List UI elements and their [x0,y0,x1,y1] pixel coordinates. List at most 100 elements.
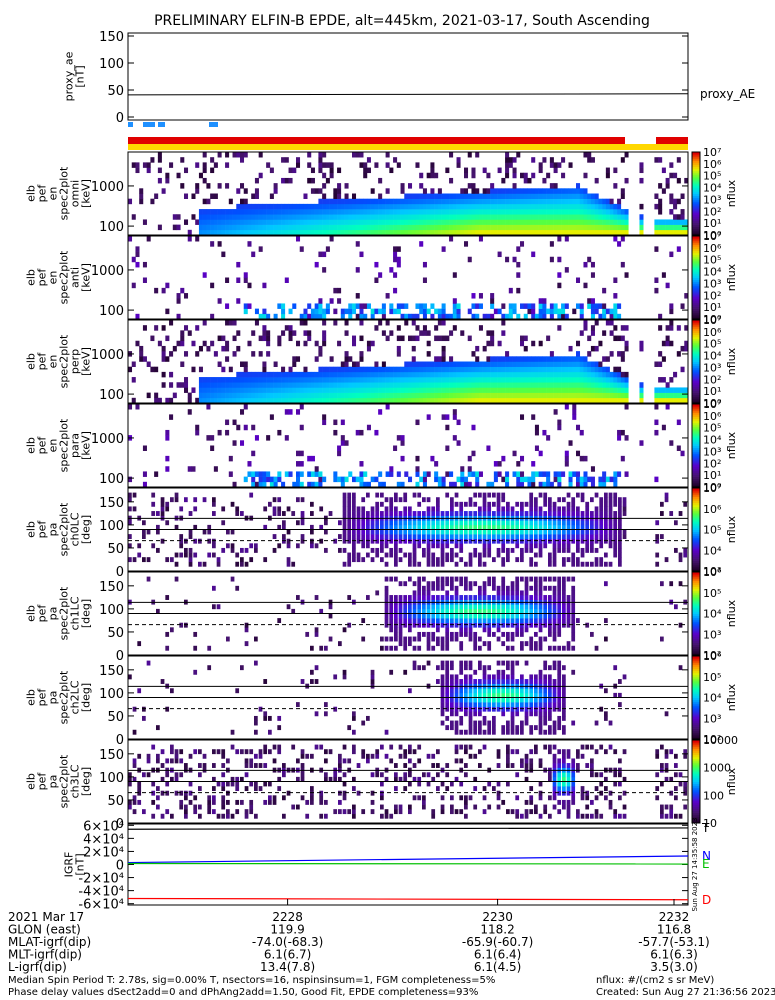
y-tick-label: 50 [107,84,124,99]
spectrogram-cell [228,392,233,399]
colorbar-tick-label: 10³ [703,565,721,578]
spectrogram-cell [422,538,426,544]
spectrogram-cell [314,313,319,320]
spectrogram-cell [497,371,502,378]
spectrogram-cell [478,219,483,225]
spectrogram-cell [658,313,663,320]
spectrogram-cell [473,529,478,535]
spectrogram-cell [538,303,543,309]
spectrogram-cell [422,631,426,637]
spectrogram-cell [225,387,230,393]
spectrogram-cell [434,325,439,331]
spectrogram-cell [658,361,663,367]
spectrogram-cell [561,172,566,179]
spectrogram-cell [590,203,595,210]
spectrogram-cell [135,313,140,320]
spectrogram-cell [673,214,678,220]
spectrogram-cell [310,214,315,220]
spectrogram-cell [585,529,590,535]
spectrogram-cell [557,282,562,289]
spectrogram-cell [478,377,483,383]
spectrogram-cell [579,330,584,336]
spectrogram-cell [467,193,472,199]
colorbar-segment [692,203,700,207]
spectrogram-cell [568,345,573,352]
spectrogram-cell [132,557,137,563]
spectrogram-cell [384,590,389,596]
spectrogram-cell [497,387,502,393]
spectrogram-cell [273,229,278,236]
spectrogram-cell [355,209,360,215]
spectrogram-cell [566,538,571,544]
spectrogram-cell [415,214,420,220]
spectrogram-cell [604,520,608,526]
spectrogram-cell [493,209,498,215]
spectrogram-cell [445,697,450,703]
spectrogram-cell [307,313,312,320]
spectrogram-cell [269,392,274,399]
spectrogram-cell [422,277,427,283]
spectrogram-cell [543,501,548,507]
spectrogram-cell [546,203,551,210]
spectrogram-cell [482,641,487,647]
spectrogram-cell [422,585,426,591]
colorbar-frame [691,571,701,656]
spectrogram-cell [342,534,347,540]
colorbar-segment [692,183,700,186]
spectrogram-cell [516,392,521,399]
spectrogram-cell [478,366,483,373]
spectrogram-cell [561,366,566,373]
spectrogram-cell [473,636,478,642]
spectrogram-cell [676,229,681,236]
spectrogram-cell [396,345,401,352]
spectrogram-cell [452,392,457,399]
spectrogram-cell [389,552,394,558]
spectrogram-cell [665,183,670,189]
spectrogram-cell [411,214,416,220]
spectrogram-cell [557,543,562,549]
spectrogram-cell [240,371,245,378]
spectrogram-cell [299,209,304,215]
y-axis-label-line: pef [36,184,49,203]
spectrogram-cell [146,236,151,242]
spectrogram-cell [529,604,534,610]
spectrogram-cell [452,313,457,320]
spectrogram-cell [557,631,562,637]
spectrogram-cell [566,524,571,530]
spectrogram-cell [355,214,360,220]
spectrogram-cell [557,608,562,614]
spectrogram-cell [538,377,543,383]
spectrogram-cell [450,557,454,563]
colorbar-tick-label: 10⁴ [703,266,722,279]
spectrogram-cell [598,224,603,231]
spectrogram-cell [262,382,267,388]
spectrogram-cell [534,209,539,215]
spectrogram-cell [262,476,267,483]
spectrogram-cell [459,511,464,516]
spectrogram-cell [431,561,436,567]
spectrogram-cell [492,581,496,587]
spectrogram-cell [501,497,506,503]
spectrogram-cell [188,529,193,535]
spectrogram-cell [599,538,604,544]
spectrogram-cell [352,377,357,383]
spectrogram-cell [527,209,532,215]
spectrogram-cell [307,330,312,336]
spectrogram-cell [590,377,595,383]
spectrogram-cell [426,361,431,367]
spectrogram-cell [473,613,478,619]
spectrogram-cell [247,203,252,210]
spectrogram-cell [251,392,256,399]
spectrogram-cell [608,506,613,512]
spectrogram-cell [460,229,465,236]
spectrogram-cell [344,209,349,215]
spectrogram-cell [590,547,594,553]
spectrogram-cell [307,203,312,210]
spectrogram-cell [561,371,566,378]
spectrogram-cell [590,520,594,526]
spectrogram-cell [531,198,536,205]
spectrogram-cell [459,604,464,610]
spectrogram-cell [340,203,345,210]
spectrogram-cell [594,387,599,393]
spectrogram-cell [161,345,166,352]
